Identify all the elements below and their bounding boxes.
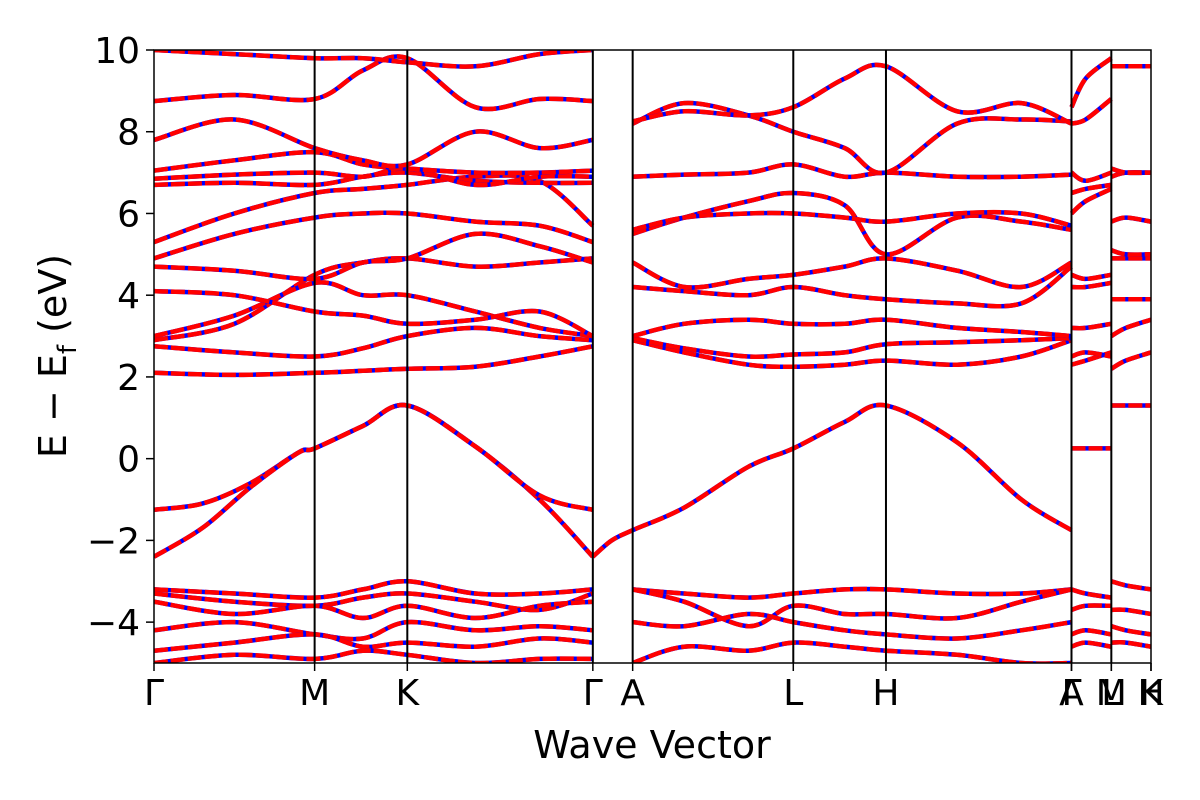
band-line-red-18 <box>632 335 1072 359</box>
band-line-red-44 <box>1070 182 1112 196</box>
band-line-red-49 <box>1070 603 1112 613</box>
band-line-red-10 <box>154 173 595 245</box>
x-tick-label-12: H <box>1137 673 1164 714</box>
band-line-red-23 <box>632 209 1073 232</box>
band-line-red-25 <box>631 100 1072 176</box>
band-line-red-1 <box>154 402 594 559</box>
y-tick-label-2: 6 <box>117 194 140 235</box>
band-line-red-48 <box>1070 587 1112 600</box>
band-line-red-51 <box>1070 640 1112 649</box>
y-axis-label-main: E − E <box>31 354 75 458</box>
x-tick-label-9: L <box>1101 673 1121 714</box>
plot-frame <box>153 49 1152 664</box>
band-line-red-16 <box>154 50 593 69</box>
band-line-red-17 <box>632 338 1073 369</box>
band-line-red-12 <box>154 166 593 188</box>
band-line-red-57 <box>1110 248 1151 257</box>
band-line-red-36 <box>631 640 1072 663</box>
x-tick-label-6: H <box>872 673 899 714</box>
x-axis-label: Wave Vector <box>533 723 771 767</box>
x-tick-label-3: Γ <box>583 673 603 714</box>
y-tick-label-7: −4 <box>87 603 140 644</box>
band-line-red-29 <box>154 599 593 621</box>
band-line-red-47 <box>1069 56 1113 109</box>
band-line-red-42 <box>1070 272 1112 282</box>
band-line-red-3 <box>154 344 594 378</box>
x-axis-ticks: Γ M K Γ A L H AΓ LM KH <box>144 663 1165 714</box>
band-line-red-34 <box>632 587 1073 629</box>
y-axis-label: E − Ef (eV) <box>31 254 83 458</box>
band-line-red-62 <box>1110 579 1151 592</box>
band-line-red-30 <box>154 619 593 642</box>
y-tick-label-4: 2 <box>117 358 140 399</box>
x-tick-label-4: A <box>620 673 645 714</box>
band-line-red-27 <box>154 579 593 600</box>
band-line-red-31 <box>154 632 593 653</box>
band-line-blue-47 <box>1069 56 1113 109</box>
band-line-red-40 <box>1071 321 1112 331</box>
band-line-red-4 <box>154 325 593 359</box>
x-tick-label-7: A <box>1059 673 1084 714</box>
band-line-red-21 <box>631 256 1073 290</box>
band-line-red-28 <box>154 591 594 613</box>
band-line-red-64 <box>1110 624 1151 637</box>
band-line-red-33 <box>632 586 1072 600</box>
band-line-red-54 <box>1110 317 1151 339</box>
band-line-blue-33 <box>632 586 1072 600</box>
band-line-red-53 <box>1110 350 1151 371</box>
band-line-blue-1 <box>154 402 594 559</box>
y-tick-label-0: 10 <box>94 31 140 72</box>
band-line-red-7 <box>154 288 594 339</box>
band-line-red-26 <box>632 62 1073 126</box>
band-line-red-39 <box>1070 350 1112 359</box>
x-tick-label-11: K <box>1139 673 1164 714</box>
x-tick-label-1: M <box>299 673 330 714</box>
band-line-red-8 <box>154 231 594 282</box>
band-line-red-35 <box>632 611 1072 641</box>
band-line-red-41 <box>1071 280 1112 290</box>
band-line-blue-0 <box>154 402 595 559</box>
band-line-red-63 <box>1111 607 1151 617</box>
band-line-red-43 <box>1069 186 1113 216</box>
band-line-red-9 <box>154 210 594 261</box>
band-line-red-22 <box>632 190 1072 257</box>
x-tick-label-2: K <box>396 673 421 714</box>
high-symmetry-lines <box>313 50 1113 663</box>
band-line-red-60 <box>1110 166 1151 176</box>
y-tick-label-6: −2 <box>87 521 140 562</box>
x-tick-label-8: Γ <box>1061 673 1081 714</box>
band-line-red-15 <box>154 54 593 112</box>
band-line-red-50 <box>1070 628 1112 637</box>
band-line-red-58 <box>1110 215 1151 224</box>
band-line-red-14 <box>154 117 594 169</box>
band-line-red-46 <box>1070 97 1113 126</box>
band-lines <box>154 50 1151 663</box>
x-tick-label-10: M <box>1096 673 1127 714</box>
y-axis-label-subscript: f <box>53 344 83 354</box>
band-line-red-65 <box>1111 640 1151 649</box>
band-line-red-32 <box>154 648 593 663</box>
y-axis-ticks: 10 8 6 4 2 0 −2 −4 <box>87 31 154 644</box>
band-line-red-20 <box>632 264 1073 309</box>
band-line-red-19 <box>632 317 1072 339</box>
band-line-blue-10 <box>154 173 595 245</box>
y-axis-label-unit: (eV) <box>31 254 75 345</box>
y-tick-label-3: 4 <box>117 276 140 317</box>
band-line-blue-14 <box>154 117 594 169</box>
band-line-red-24 <box>632 162 1072 180</box>
band-line-blue-6 <box>154 280 594 339</box>
band-line-red-0 <box>154 402 595 559</box>
band-line-blue-22 <box>632 190 1072 257</box>
x-tick-label-5: L <box>783 673 803 714</box>
y-tick-label-5: 0 <box>117 440 140 481</box>
x-tick-label-0: Γ <box>144 673 164 714</box>
band-line-red-45 <box>1070 170 1113 184</box>
band-line-red-2 <box>591 402 1073 559</box>
y-tick-label-1: 8 <box>117 113 140 154</box>
